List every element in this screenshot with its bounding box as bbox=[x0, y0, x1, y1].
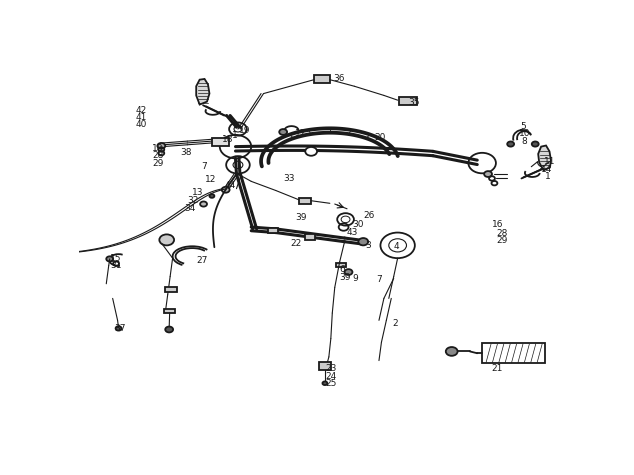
Circle shape bbox=[115, 326, 122, 331]
Text: 30: 30 bbox=[352, 219, 363, 228]
Text: 15: 15 bbox=[110, 254, 122, 263]
Polygon shape bbox=[336, 263, 346, 267]
Text: 28: 28 bbox=[152, 151, 164, 160]
Polygon shape bbox=[212, 138, 229, 145]
Circle shape bbox=[484, 171, 492, 177]
Text: 41: 41 bbox=[136, 113, 147, 122]
Polygon shape bbox=[164, 309, 175, 313]
Text: 39: 39 bbox=[295, 213, 307, 222]
Text: 7: 7 bbox=[201, 162, 207, 171]
Text: 29: 29 bbox=[152, 159, 164, 168]
Polygon shape bbox=[538, 145, 551, 171]
Text: 43: 43 bbox=[347, 228, 358, 237]
Text: 31: 31 bbox=[110, 261, 122, 270]
Circle shape bbox=[200, 201, 207, 207]
Text: 18: 18 bbox=[152, 144, 164, 153]
Text: 17: 17 bbox=[295, 129, 307, 138]
Circle shape bbox=[358, 238, 368, 246]
Text: 40: 40 bbox=[136, 120, 147, 129]
Text: 28: 28 bbox=[496, 229, 507, 238]
Text: 9: 9 bbox=[352, 274, 358, 283]
Polygon shape bbox=[268, 228, 278, 233]
Text: 19: 19 bbox=[239, 126, 250, 134]
Text: 26: 26 bbox=[363, 210, 375, 219]
Circle shape bbox=[209, 194, 214, 198]
Text: 7: 7 bbox=[377, 275, 382, 284]
Polygon shape bbox=[165, 287, 176, 292]
Polygon shape bbox=[314, 76, 330, 83]
Text: 20: 20 bbox=[374, 133, 385, 142]
Polygon shape bbox=[196, 79, 209, 104]
Circle shape bbox=[222, 187, 230, 193]
Text: 33: 33 bbox=[283, 174, 295, 183]
Text: 38: 38 bbox=[180, 148, 191, 157]
Text: 1: 1 bbox=[545, 172, 550, 181]
Text: 44: 44 bbox=[224, 180, 235, 190]
Text: 18: 18 bbox=[222, 135, 233, 144]
Text: 1: 1 bbox=[231, 131, 237, 140]
Circle shape bbox=[345, 269, 353, 275]
Circle shape bbox=[165, 326, 173, 332]
Text: 12: 12 bbox=[205, 175, 216, 184]
Text: 10: 10 bbox=[519, 129, 531, 138]
Circle shape bbox=[279, 129, 287, 135]
Text: 2: 2 bbox=[392, 320, 398, 329]
Text: 5: 5 bbox=[521, 122, 526, 131]
Text: 14: 14 bbox=[541, 165, 552, 174]
Text: 39: 39 bbox=[340, 273, 351, 282]
Text: 37: 37 bbox=[115, 324, 126, 333]
Circle shape bbox=[507, 142, 514, 147]
Text: 25: 25 bbox=[325, 380, 336, 389]
Text: 16: 16 bbox=[492, 220, 503, 229]
Circle shape bbox=[159, 234, 174, 246]
Text: 35: 35 bbox=[408, 98, 420, 107]
Circle shape bbox=[323, 381, 327, 385]
Text: 29: 29 bbox=[496, 237, 507, 246]
Circle shape bbox=[107, 256, 113, 261]
Text: 21: 21 bbox=[491, 364, 502, 373]
Circle shape bbox=[532, 142, 539, 147]
Text: 4: 4 bbox=[394, 242, 399, 251]
Text: 42: 42 bbox=[136, 105, 147, 114]
Text: 32: 32 bbox=[188, 196, 198, 205]
Text: 6: 6 bbox=[340, 266, 346, 275]
Polygon shape bbox=[306, 234, 315, 240]
Polygon shape bbox=[299, 198, 311, 204]
Text: 23: 23 bbox=[325, 364, 336, 373]
Circle shape bbox=[305, 147, 317, 156]
Circle shape bbox=[157, 143, 165, 149]
Text: 8: 8 bbox=[521, 137, 527, 146]
Polygon shape bbox=[399, 96, 417, 104]
Text: 13: 13 bbox=[192, 188, 204, 197]
Text: 11: 11 bbox=[543, 157, 555, 166]
Circle shape bbox=[446, 347, 458, 356]
Text: 24: 24 bbox=[325, 372, 336, 381]
Text: 34: 34 bbox=[184, 204, 195, 213]
Text: 27: 27 bbox=[196, 256, 207, 265]
Text: 22: 22 bbox=[290, 239, 302, 248]
Polygon shape bbox=[318, 362, 331, 370]
Text: 3: 3 bbox=[365, 241, 371, 250]
Text: 36: 36 bbox=[333, 75, 345, 84]
